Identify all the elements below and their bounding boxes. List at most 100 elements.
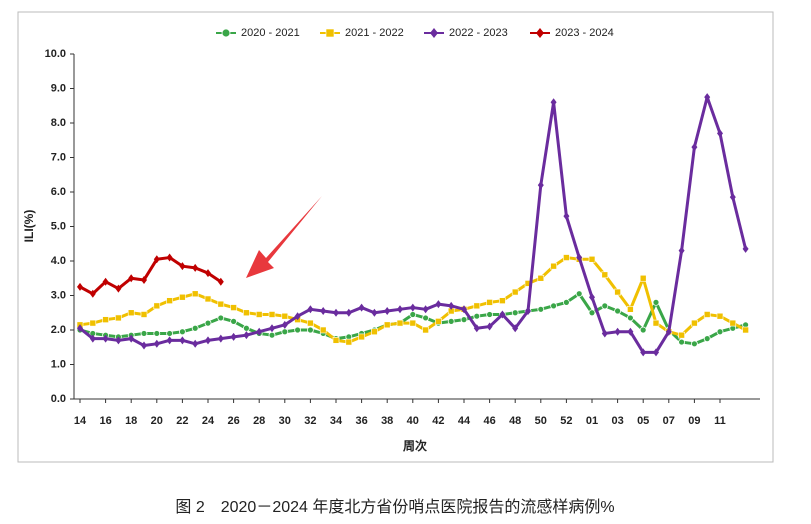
point	[563, 212, 570, 221]
point	[678, 246, 685, 255]
point	[614, 327, 621, 336]
x-tick-label: 36	[355, 415, 367, 427]
point	[345, 308, 352, 317]
point	[448, 301, 455, 310]
point	[115, 314, 122, 322]
point	[294, 326, 302, 334]
point	[614, 307, 621, 315]
point	[294, 312, 301, 321]
point	[255, 311, 263, 318]
x-tick-label: 48	[509, 415, 521, 427]
point	[178, 328, 186, 336]
point	[742, 244, 749, 253]
point	[550, 302, 557, 310]
point	[166, 253, 173, 262]
point	[371, 328, 378, 336]
point	[473, 312, 481, 320]
point	[614, 288, 621, 296]
point	[473, 302, 481, 310]
x-tick-label: 32	[304, 415, 316, 427]
legend-label: 2021 - 2022	[345, 27, 404, 39]
point	[499, 297, 506, 304]
point	[217, 334, 224, 343]
legend-label: 2022 - 2023	[449, 27, 508, 39]
point	[435, 318, 442, 325]
x-tick-label: 18	[125, 415, 137, 427]
x-tick-label: 28	[253, 415, 265, 427]
point	[102, 316, 109, 323]
point	[601, 329, 608, 338]
y-tick-label: 9.0	[51, 82, 66, 94]
point	[230, 304, 237, 311]
point	[396, 319, 404, 327]
point	[742, 326, 749, 334]
point	[422, 326, 429, 334]
y-tick-label: 8.0	[51, 117, 66, 129]
point	[729, 193, 736, 202]
point	[665, 327, 672, 336]
point	[550, 98, 557, 107]
point	[242, 324, 250, 332]
point	[409, 319, 417, 327]
point	[217, 314, 225, 322]
point	[166, 330, 174, 337]
point	[486, 322, 493, 331]
point	[512, 324, 519, 333]
x-tick-label: 52	[560, 415, 572, 427]
point	[511, 309, 519, 317]
point	[179, 293, 186, 301]
point	[192, 263, 199, 272]
point	[204, 295, 212, 303]
y-tick-label: 10.0	[45, 48, 66, 60]
point	[550, 262, 557, 270]
point	[140, 311, 148, 318]
point	[166, 297, 173, 304]
point	[205, 269, 211, 278]
point	[205, 336, 211, 345]
point	[563, 254, 570, 261]
point	[281, 320, 288, 329]
point	[703, 311, 711, 318]
point	[269, 324, 275, 333]
point	[319, 326, 327, 334]
x-tick-label: 03	[611, 415, 623, 427]
point	[601, 302, 609, 310]
point	[627, 314, 634, 322]
point	[268, 331, 276, 339]
y-tick-label: 5.0	[51, 220, 66, 232]
point	[563, 298, 570, 306]
point	[77, 324, 83, 333]
point	[358, 333, 365, 341]
point	[537, 305, 545, 313]
x-tick-label: 42	[432, 415, 444, 427]
point	[588, 255, 596, 263]
point	[191, 324, 199, 332]
point	[128, 274, 135, 283]
point	[627, 327, 634, 336]
point	[141, 341, 147, 350]
point	[691, 340, 698, 348]
point	[422, 305, 429, 314]
point	[153, 330, 161, 337]
y-tick-label: 2.0	[51, 324, 66, 336]
x-tick-label: 50	[535, 415, 547, 427]
point	[345, 338, 353, 346]
point	[256, 327, 263, 336]
point	[333, 308, 339, 317]
point	[307, 305, 314, 314]
point	[589, 293, 595, 302]
y-tick-label: 6.0	[51, 186, 66, 198]
point	[447, 317, 455, 325]
point	[320, 307, 327, 316]
point	[652, 298, 660, 306]
point	[383, 321, 391, 329]
point	[461, 305, 467, 314]
point	[486, 299, 493, 306]
point	[729, 319, 737, 327]
point	[306, 326, 314, 334]
x-tick-label: 38	[381, 415, 393, 427]
annotation-arrow	[246, 196, 322, 278]
point	[575, 290, 583, 298]
point	[678, 331, 685, 339]
